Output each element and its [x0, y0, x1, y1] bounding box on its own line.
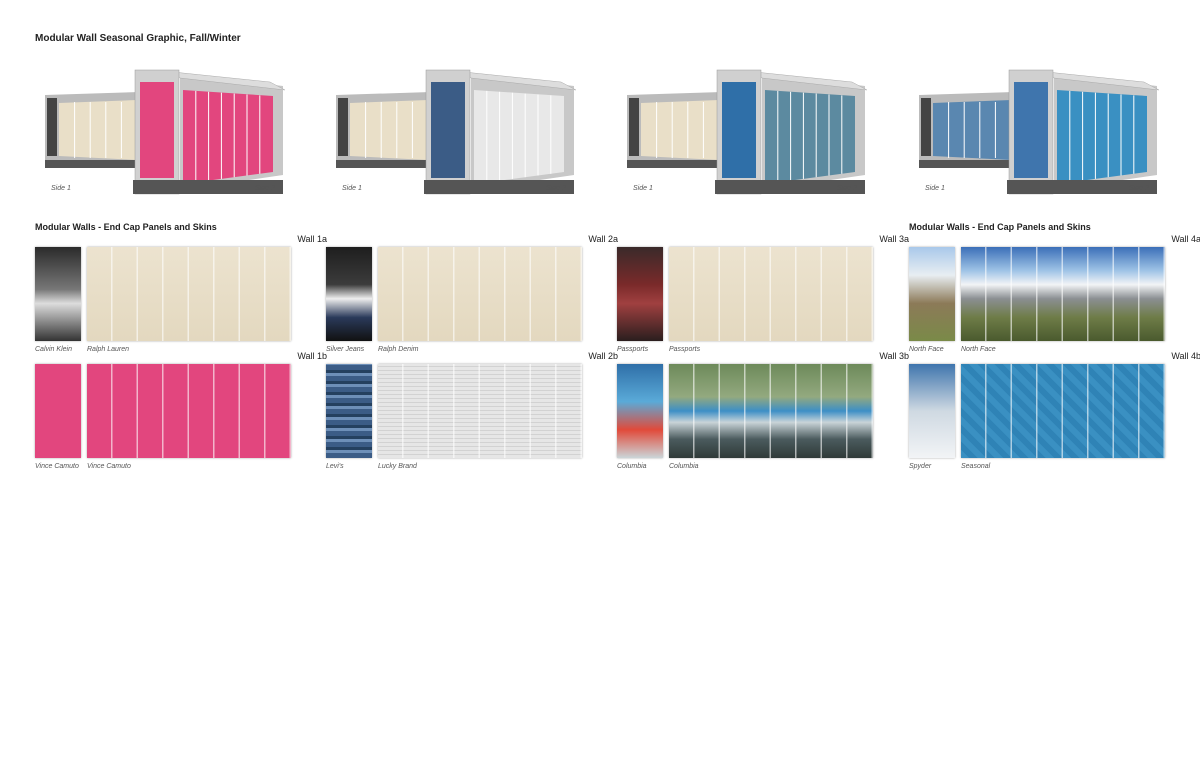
end-cap-caption: Spyder — [909, 463, 932, 470]
back-end-cap — [338, 98, 348, 156]
end-cap-caption: Silver Jeans — [326, 346, 365, 353]
side-label: Side 1 — [342, 185, 362, 192]
side-label: Side 2 — [546, 185, 566, 192]
back-end-cap — [47, 98, 57, 156]
side-wall-skin — [1057, 90, 1147, 184]
skin-caption: Passports — [669, 346, 701, 353]
front-base — [715, 180, 865, 194]
end-cap-image — [35, 364, 81, 458]
back-base — [627, 160, 722, 168]
end-cap-image — [909, 247, 955, 341]
back-unit-skin — [641, 100, 719, 160]
wall-label: Wall 1a — [297, 234, 327, 244]
wall-label: Wall 4b — [1171, 351, 1200, 361]
skin-caption: Ralph Lauren — [87, 346, 130, 353]
side-label: Side 1 — [925, 185, 945, 192]
back-end-cap — [921, 98, 931, 156]
skin-caption: North Face — [961, 346, 996, 353]
renderings: Side 1 Side 2 Side 1 Side 2 Side 1 Side 2 Side… — [45, 69, 1160, 195]
section-heading: Modular Walls - End Cap Panels and Skins — [35, 222, 217, 232]
end-cap-image — [326, 364, 372, 458]
section-heading: Modular Walls - End Cap Panels and Skins — [909, 222, 1091, 232]
back-unit-skin — [933, 100, 1011, 160]
skin-caption: Columbia — [669, 463, 699, 470]
end-cap-image — [617, 364, 663, 458]
side-label: Side 1 — [51, 185, 71, 192]
front-base — [133, 180, 283, 194]
end-cap-image — [617, 247, 663, 341]
wall-label: Wall 1b — [297, 351, 327, 361]
back-unit-skin — [59, 100, 137, 160]
side-wall-skin — [183, 90, 273, 184]
skin-image — [378, 364, 582, 458]
end-cap-panel — [1014, 82, 1048, 178]
side-label: Side 1 — [633, 185, 653, 192]
side-label: Side 2 — [1129, 185, 1149, 192]
side-label: Side 2 — [255, 185, 275, 192]
back-base — [336, 160, 431, 168]
skin-image — [961, 364, 1165, 458]
skin-image — [669, 364, 873, 458]
skin-image — [87, 247, 291, 341]
end-cap-caption: Levi's — [326, 463, 344, 470]
wall-label: Wall 2a — [588, 234, 618, 244]
end-cap-caption: Calvin Klein — [35, 346, 72, 353]
front-base — [424, 180, 574, 194]
end-cap-caption: Columbia — [617, 463, 647, 470]
wall-label: Wall 2b — [588, 351, 618, 361]
page-title: Modular Wall Seasonal Graphic, Fall/Wint… — [35, 33, 241, 44]
side-wall-skin — [765, 90, 855, 184]
end-cap-panel — [722, 82, 756, 178]
back-base — [919, 160, 1014, 168]
back-base — [45, 160, 140, 168]
end-cap-panel — [431, 82, 465, 178]
wall-label: Wall 3a — [879, 234, 909, 244]
end-cap-caption: North Face — [909, 346, 944, 353]
end-cap-image — [35, 247, 81, 341]
end-cap-image — [326, 247, 372, 341]
skin-caption: Lucky Brand — [378, 463, 417, 470]
wall-label: Wall 4a — [1171, 234, 1200, 244]
front-base — [1007, 180, 1157, 194]
skin-caption: Ralph Denim — [378, 346, 419, 353]
end-cap-panel — [140, 82, 174, 178]
side-label: Side 2 — [837, 185, 857, 192]
skin-image — [87, 364, 291, 458]
skin-image — [961, 247, 1165, 341]
wall-label: Wall 3b — [879, 351, 909, 361]
skin-image — [378, 247, 582, 341]
skin-caption: Vince Camuto — [87, 463, 131, 470]
end-cap-image — [909, 364, 955, 458]
side-wall-skin — [474, 90, 564, 184]
back-unit-skin — [350, 100, 428, 160]
end-cap-caption: Passports — [617, 346, 649, 353]
skin-image — [669, 247, 873, 341]
back-end-cap — [629, 98, 639, 156]
skin-caption: Seasonal — [961, 463, 991, 470]
end-cap-caption: Vince Camuto — [35, 463, 79, 470]
